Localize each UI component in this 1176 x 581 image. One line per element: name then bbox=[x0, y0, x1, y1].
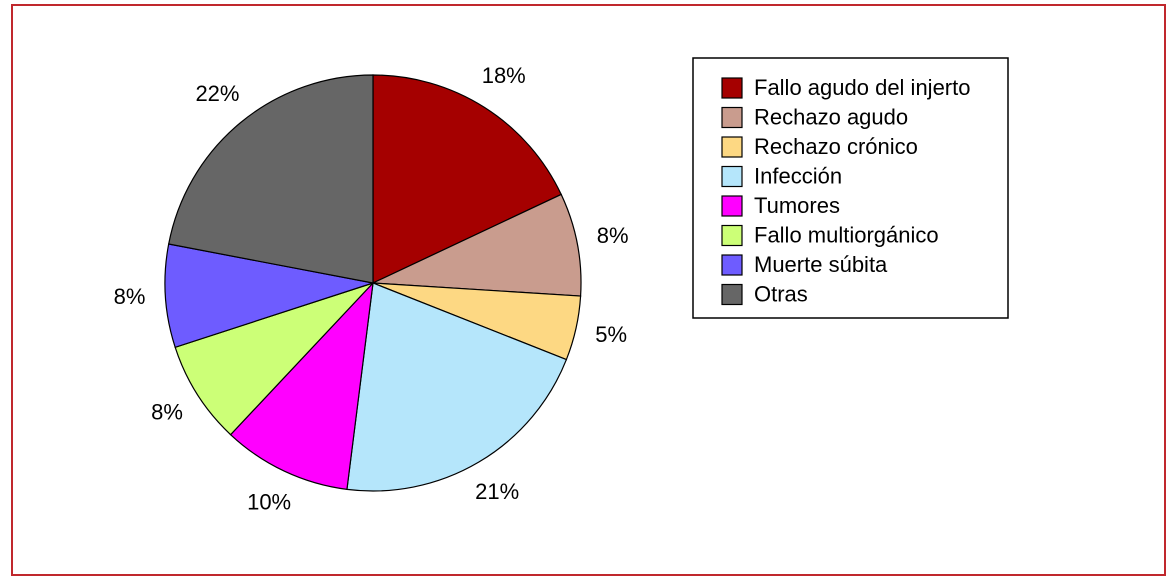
legend-label: Muerte súbita bbox=[754, 252, 888, 277]
data-label: 8% bbox=[151, 400, 183, 425]
pie-slice bbox=[174, 282, 374, 436]
pie-slice bbox=[164, 243, 374, 349]
data-label: 8% bbox=[114, 284, 146, 309]
legend-swatch bbox=[721, 165, 743, 188]
legend-label: Rechazo crónico bbox=[754, 134, 918, 159]
legend-swatch bbox=[721, 224, 743, 247]
legend-box bbox=[692, 57, 1009, 319]
legend-swatch bbox=[721, 283, 743, 306]
legend-label: Fallo multiorgánico bbox=[754, 222, 939, 247]
data-label: 8% bbox=[597, 223, 629, 248]
data-label: 18% bbox=[482, 63, 526, 88]
data-label: 21% bbox=[475, 479, 519, 504]
data-label: 10% bbox=[247, 490, 291, 515]
legend-label: Fallo agudo del injerto bbox=[754, 75, 970, 100]
legend-swatch bbox=[721, 77, 743, 99]
pie-slice bbox=[229, 281, 374, 491]
pie-slice bbox=[346, 282, 568, 492]
legend-swatch bbox=[721, 195, 743, 217]
pie-slice bbox=[372, 193, 582, 297]
legend-swatch bbox=[721, 254, 743, 276]
legend-swatch bbox=[721, 106, 743, 129]
legend-label: Rechazo agudo bbox=[754, 104, 908, 129]
legend-label: Otras bbox=[754, 281, 808, 306]
pie-slice bbox=[372, 74, 563, 284]
data-label: 5% bbox=[595, 322, 627, 347]
legend-swatch bbox=[721, 136, 743, 158]
legend-label: Tumores bbox=[754, 193, 840, 218]
legend-label: Infección bbox=[754, 163, 842, 188]
pie-slice bbox=[167, 74, 374, 284]
data-label: 22% bbox=[195, 81, 239, 106]
